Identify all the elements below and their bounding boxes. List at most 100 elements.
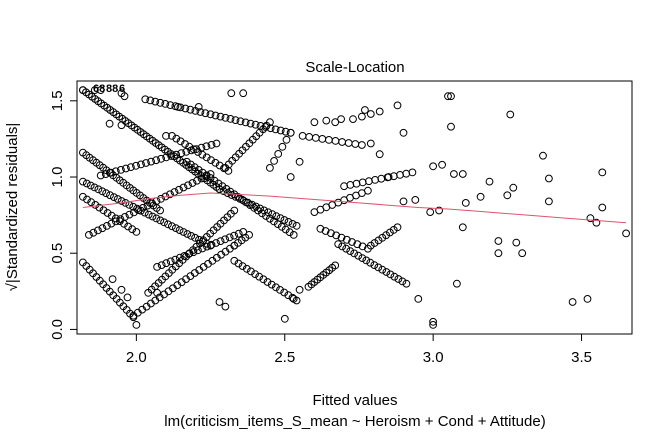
data-point <box>438 160 447 169</box>
data-point <box>117 121 126 130</box>
data-point <box>148 199 156 208</box>
data-point <box>172 134 181 143</box>
data-point <box>106 191 114 200</box>
data-point <box>226 115 235 123</box>
data-point <box>206 110 215 119</box>
data-point <box>221 113 230 122</box>
data-point <box>251 120 260 129</box>
data-point <box>189 145 198 154</box>
data-point <box>545 174 553 183</box>
data-point <box>375 150 384 159</box>
data-point <box>201 109 210 118</box>
data-point <box>272 283 280 292</box>
data-point <box>184 181 192 190</box>
data-point <box>157 194 165 203</box>
data-point <box>151 97 160 106</box>
y-tick-label: 0.5 <box>49 243 66 264</box>
data-point <box>458 170 467 178</box>
data-point <box>348 238 356 246</box>
data-point <box>137 160 145 169</box>
data-point <box>203 242 211 251</box>
data-point <box>282 135 291 144</box>
data-point <box>98 224 107 233</box>
x-axis: 2.0 2.5 3.0 3.5 <box>126 333 592 366</box>
data-point <box>399 197 408 206</box>
data-point <box>241 118 250 127</box>
data-point <box>207 240 216 249</box>
data-point <box>94 226 102 235</box>
data-point <box>256 204 265 213</box>
data-point <box>358 254 367 263</box>
data-point <box>83 195 91 204</box>
data-point <box>338 242 347 251</box>
data-point <box>182 157 191 166</box>
data-point <box>450 170 458 178</box>
y-tick-label: 1.0 <box>49 167 66 188</box>
data-point <box>245 231 254 239</box>
data-point <box>198 150 207 159</box>
data-point <box>215 185 224 194</box>
data-point <box>261 123 270 131</box>
data-point <box>110 193 118 202</box>
data-point <box>156 206 165 215</box>
data-point <box>191 233 200 242</box>
data-point <box>216 112 225 121</box>
data-point <box>175 185 183 194</box>
data-point <box>378 265 387 274</box>
data-point <box>622 229 630 238</box>
data-point <box>142 159 150 167</box>
data-point <box>292 221 301 230</box>
data-point <box>82 179 91 188</box>
data-point <box>230 231 239 240</box>
data-point <box>223 189 232 198</box>
data-point <box>111 214 120 223</box>
data-point <box>366 258 375 267</box>
model-formula-subtitle: lm(criticism_items_S_mean ~ Heroism + Co… <box>164 413 545 430</box>
x-tick-label: 3.0 <box>423 349 444 366</box>
data-point <box>234 229 243 238</box>
data-point <box>286 173 295 181</box>
data-point <box>132 321 141 329</box>
data-point <box>219 187 228 196</box>
data-point <box>157 154 166 163</box>
data-point <box>171 255 180 264</box>
data-point <box>91 201 100 209</box>
data-point <box>494 249 503 258</box>
data-point <box>238 262 247 271</box>
data-point <box>260 206 269 215</box>
data-point <box>444 92 452 101</box>
data-point <box>103 222 111 230</box>
data-point <box>384 173 393 181</box>
data-point <box>128 225 137 234</box>
data-point <box>121 213 129 221</box>
data-point <box>98 187 107 196</box>
data-point <box>160 218 169 227</box>
data-point <box>172 150 181 159</box>
data-point <box>458 223 467 232</box>
data-point <box>239 196 248 205</box>
data-point <box>288 293 297 302</box>
data-point <box>390 272 399 281</box>
data-point <box>272 212 281 221</box>
y-tick-label: 0.0 <box>49 319 66 340</box>
data-point <box>374 263 383 272</box>
data-point <box>167 152 176 160</box>
data-point <box>264 208 273 217</box>
data-point <box>280 216 289 224</box>
data-point <box>494 237 503 245</box>
data-point <box>509 183 518 192</box>
data-point <box>168 132 176 140</box>
data-point <box>112 217 120 226</box>
data-point <box>244 198 252 207</box>
data-point <box>146 96 155 105</box>
point-label-1: 68 <box>93 83 105 95</box>
data-point <box>148 212 157 221</box>
data-point <box>107 219 116 228</box>
data-point <box>79 177 87 186</box>
data-point <box>206 174 215 182</box>
data-point <box>349 115 357 123</box>
data-point <box>259 275 268 284</box>
data-point <box>435 206 444 215</box>
data-point <box>139 203 147 212</box>
data-point <box>239 89 248 98</box>
